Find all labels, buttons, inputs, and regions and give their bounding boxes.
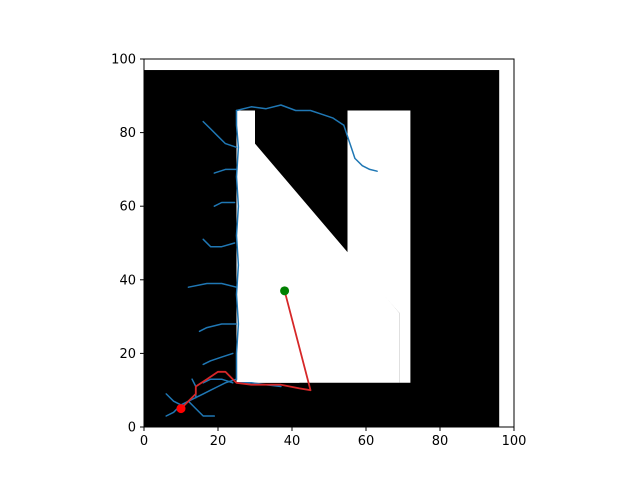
tree-branch-0 — [235, 109, 240, 380]
tree-branch-4 — [202, 120, 238, 149]
obstacle-map — [144, 70, 500, 427]
tree-branch-7 — [187, 282, 238, 288]
plot-area — [143, 58, 515, 428]
tree-branch-9 — [202, 352, 234, 366]
tree-branch-6 — [202, 238, 236, 248]
x-tick-label: 20 — [210, 434, 227, 449]
x-tick-label: 80 — [432, 434, 449, 449]
solution-path-layer — [180, 290, 312, 410]
y-tick-label: 40 — [119, 273, 136, 288]
y-tick-label: 0 — [128, 421, 136, 436]
free-space-region-1 — [347, 110, 411, 383]
x-tick-label: 40 — [284, 434, 301, 449]
y-tick-label: 20 — [119, 347, 136, 362]
start-point — [176, 404, 186, 414]
tree-branch-13 — [187, 400, 216, 417]
y-axis: 0 20 40 60 80 100 — [111, 53, 144, 436]
x-tick-label: 100 — [502, 434, 527, 449]
y-tick-label: 100 — [111, 53, 136, 68]
tree-branch-3 — [213, 168, 238, 174]
x-tick-label: 0 — [140, 434, 148, 449]
x-tick-label: 60 — [358, 434, 375, 449]
marker-layer — [176, 286, 290, 414]
tree-branch-2 — [343, 124, 378, 172]
y-tick-label: 80 — [119, 126, 136, 141]
x-axis: 0 20 40 60 80 100 — [140, 427, 527, 449]
free-space-region-2 — [255, 213, 300, 383]
axes-frame — [143, 58, 515, 428]
tree-branch-5 — [213, 201, 236, 207]
y-tick-label: 60 — [119, 200, 136, 215]
tree-branch-1 — [235, 104, 345, 126]
tree-branch-12 — [165, 393, 182, 406]
tree-branch-10 — [202, 378, 234, 384]
solution-path — [180, 290, 312, 410]
tree-branch-8 — [198, 323, 238, 333]
goal-point — [280, 286, 290, 296]
